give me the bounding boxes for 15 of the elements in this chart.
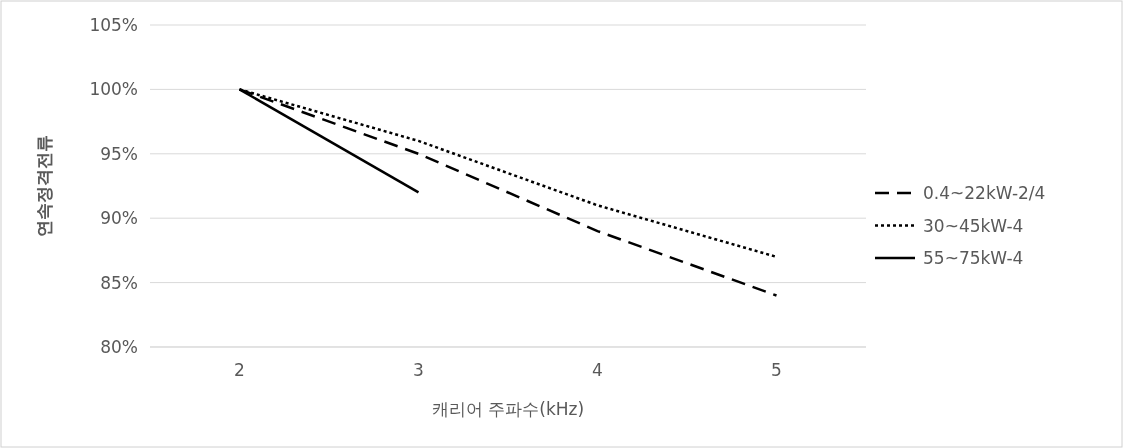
y-tick-label: 80% — [100, 337, 138, 357]
x-axis-title: 캐리어 주파수(kHz) — [431, 399, 585, 419]
y-tick-label: 95% — [100, 143, 138, 164]
x-tick-label: 2 — [234, 360, 245, 380]
x-tick-label: 3 — [413, 360, 424, 380]
x-tick-label: 4 — [592, 360, 603, 380]
x-tick-label: 5 — [771, 360, 782, 380]
y-tick-label: 100% — [89, 79, 138, 100]
legend-label: 55~75kW-4 — [923, 248, 1024, 268]
y-tick-label: 85% — [100, 272, 138, 293]
legend-label: 0.4~22kW-2/4 — [923, 183, 1046, 203]
y-tick-label: 105% — [89, 15, 138, 35]
legend-label: 30~45kW-4 — [923, 215, 1024, 236]
y-axis-title: 연속정격전류 — [34, 135, 54, 237]
y-tick-label: 90% — [100, 208, 138, 229]
